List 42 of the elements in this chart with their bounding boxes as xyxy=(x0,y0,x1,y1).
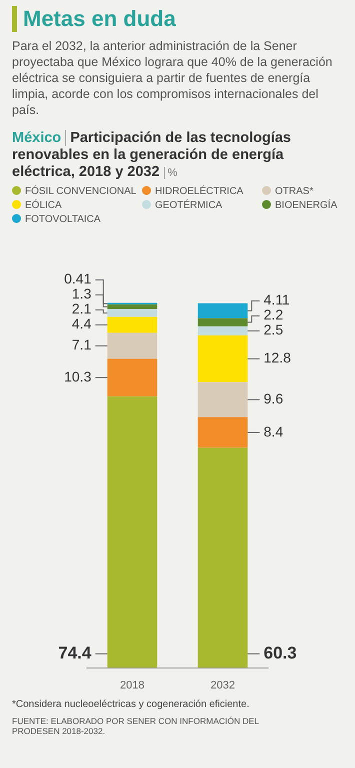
chart-subtitle: Para el 2032, la anterior administración de la Sener proyectaba que México lograra que 40% de la generación eléctrica se consiguiera a partir de fuentes de energía limpia, acorde con los compromisos internacionales del país. xyxy=(12,38,334,118)
data-label: 4.11 xyxy=(264,292,290,308)
bar xyxy=(107,309,158,317)
x-tick-label: 2018 xyxy=(120,679,144,692)
bar xyxy=(198,448,248,668)
source-note: FUENTE: ELABORADO POR SENER CON INFORMACIÓN DEL PRODESEN 2018-2032. xyxy=(12,716,260,736)
data-label: 12.8 xyxy=(264,350,292,366)
data-label: 2.2 xyxy=(264,306,284,323)
legend-label: EÓLICA xyxy=(24,200,63,211)
data-label: 60.3 xyxy=(264,643,297,662)
bar xyxy=(198,382,248,418)
data-label: 2.1 xyxy=(72,300,92,317)
legend-label: FÓSIL CONVENCIONAL xyxy=(24,186,138,197)
x-tick-label: 2032 xyxy=(210,679,235,692)
bar xyxy=(198,326,248,336)
bar xyxy=(107,396,158,668)
data-label: 4.4 xyxy=(72,316,92,332)
chart-title: Metas en duda xyxy=(12,6,343,32)
bar xyxy=(198,417,248,448)
legend-label: GEOTÉRMICA xyxy=(154,200,224,211)
data-label: 7.1 xyxy=(72,336,92,353)
legend-label: FOTOVOLTAICA xyxy=(24,214,102,225)
data-label: 74.4 xyxy=(58,643,92,662)
data-label: 8.4 xyxy=(264,423,284,440)
bar xyxy=(107,304,158,310)
bar xyxy=(198,335,248,382)
data-label: 10.3 xyxy=(64,368,92,384)
legend-label: HIDROELÉCTRICA xyxy=(154,186,244,197)
bar xyxy=(107,332,158,359)
legend-label: BIOENERGÍA xyxy=(274,200,338,211)
data-label: 0.41 xyxy=(64,270,92,287)
text: % xyxy=(164,167,178,179)
bar xyxy=(198,303,248,318)
bar xyxy=(198,318,248,326)
bar xyxy=(107,358,158,396)
text: *Considera nucleoeléctricas y cogeneración eficiente. xyxy=(12,699,250,710)
data-label: 1.3 xyxy=(72,286,92,302)
text: México xyxy=(12,130,66,146)
bar xyxy=(107,316,158,333)
legend-label: OTRAS* xyxy=(274,186,314,197)
data-label: 9.6 xyxy=(264,390,284,407)
data-label: 2.5 xyxy=(264,322,284,338)
